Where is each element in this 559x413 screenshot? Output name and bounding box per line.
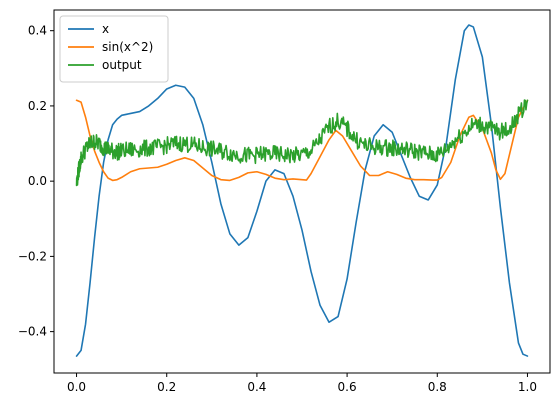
series-line-x (75, 24, 529, 357)
legend-label: sin(x^2) (102, 40, 153, 54)
y-tick-label: 0.0 (28, 174, 47, 188)
y-tick-label: 0.4 (28, 24, 47, 38)
y-tick-label: 0.2 (28, 99, 47, 113)
legend-label: x (102, 22, 109, 36)
legend-label: output (102, 58, 142, 72)
plot-frame (53, 9, 551, 374)
x-tick-label: 0.8 (428, 380, 447, 394)
series-line-output (75, 99, 529, 187)
series-layer (75, 24, 529, 357)
x-tick-label: 0.4 (247, 380, 266, 394)
x-tick-label: 1.0 (518, 380, 537, 394)
x-tick-label: 0.6 (338, 380, 357, 394)
x-tick-label: 0.0 (67, 380, 86, 394)
y-tick-label: −0.2 (18, 249, 47, 263)
y-tick-label: −0.4 (18, 325, 47, 339)
legend: x sin(x^2) output (59, 15, 169, 83)
ticks-layer: 0.0 0.2 0.4 0.6 0.8 1.0 −0.4 −0.2 0.0 0.2 0.4 (18, 24, 537, 394)
x-tick-label: 0.2 (157, 380, 176, 394)
